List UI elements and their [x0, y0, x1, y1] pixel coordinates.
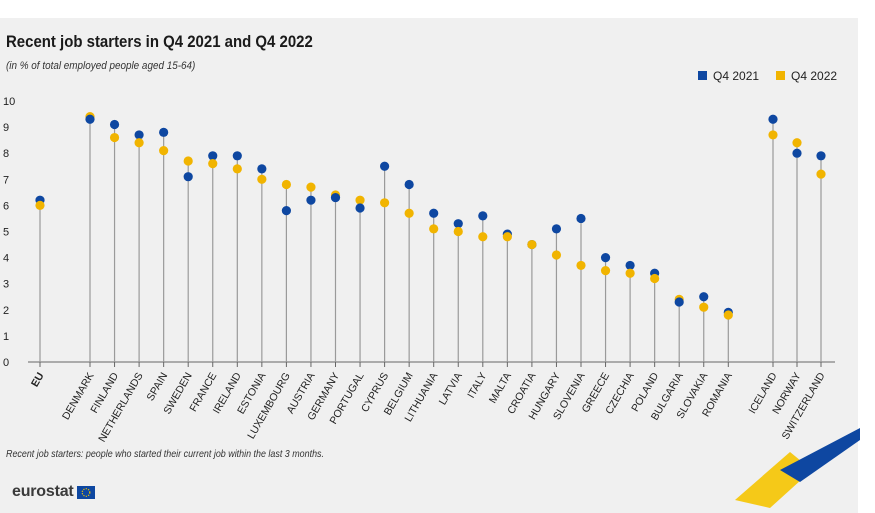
point-q2021: [232, 151, 242, 161]
legend-label-q2022: Q4 2022: [791, 69, 837, 83]
point-q2021: [576, 213, 586, 224]
point-q2021: [453, 219, 463, 229]
x-tick-label: ITALY: [465, 371, 489, 401]
point-q2021: [792, 148, 802, 158]
chart-subtitle: (in % of total employed people aged 15-6…: [6, 60, 196, 72]
legend-swatch-q2022: [776, 71, 785, 80]
point-q2022: [650, 273, 660, 284]
point-q2021: [478, 211, 488, 221]
y-tick-label: 3: [3, 279, 9, 291]
point-q2022: [232, 164, 242, 174]
point-q2022: [478, 232, 488, 242]
y-tick-label: 0: [3, 357, 9, 369]
point-q2022: [699, 302, 709, 312]
point-q2022: [355, 195, 365, 205]
point-q2021: [600, 253, 611, 263]
chart-title: Recent job starters in Q4 2021 and Q4 20…: [6, 32, 313, 51]
point-q2022: [257, 174, 267, 184]
footnote: Recent job starters: people who started …: [6, 448, 324, 460]
point-q2022: [35, 200, 45, 210]
point-q2021: [625, 260, 635, 271]
y-tick-label: 9: [3, 122, 9, 134]
x-tick-label: DENMARK: [60, 371, 97, 422]
point-q2022: [600, 266, 611, 276]
point-q2021: [109, 119, 120, 130]
legend: Q4 2021 Q4 2022: [698, 69, 837, 83]
x-tick-label: SPAIN: [144, 371, 170, 404]
lollipop-stems: [39, 116, 822, 362]
corner-decoration: [735, 428, 860, 508]
chart-panel: [0, 18, 858, 513]
point-q2021: [306, 195, 316, 205]
point-q2022: [723, 310, 733, 320]
point-q2022: [404, 208, 414, 218]
eu-flag-icon: [76, 485, 95, 499]
y-tick-label: 10: [3, 96, 15, 108]
point-q2022: [380, 198, 390, 208]
point-q2021: [551, 224, 562, 234]
x-axis: EU DENMARKFINLANDNETHERLANDSSPAINSWEDENFR…: [28, 361, 835, 444]
logo-text: eurostat: [12, 483, 74, 500]
point-q2022: [576, 260, 586, 271]
point-q2022: [792, 138, 802, 148]
legend-label-q2021: Q4 2021: [713, 69, 759, 83]
y-tick-label: 1: [3, 331, 9, 343]
point-q2022: [306, 182, 316, 192]
y-tick-label: 8: [3, 148, 9, 160]
point-q2021: [674, 297, 684, 307]
y-tick-label: 6: [3, 200, 9, 212]
point-q2021: [257, 164, 267, 174]
point-q2022: [429, 224, 439, 234]
point-q2022: [134, 138, 144, 148]
point-q2021: [159, 127, 169, 137]
point-q2021: [404, 179, 414, 190]
point-q2021: [85, 114, 95, 124]
point-q2022: [502, 232, 512, 242]
y-tick-label: 2: [3, 305, 9, 317]
x-tick-label: LATVIA: [437, 371, 465, 408]
point-q2021: [816, 151, 826, 161]
point-q2021: [768, 114, 778, 124]
y-tick-label: 5: [3, 227, 9, 239]
point-q2022: [281, 179, 291, 190]
y-tick-label: 4: [3, 253, 9, 265]
point-q2021: [355, 203, 365, 213]
point-q2021: [699, 292, 709, 302]
x-tick-label: EU: [29, 371, 47, 390]
y-tick-label: 7: [3, 174, 9, 186]
point-q2021: [429, 208, 439, 218]
point-q2022: [159, 145, 169, 156]
point-q2022: [183, 156, 193, 166]
data-points: [35, 112, 826, 320]
point-q2021: [134, 130, 144, 140]
legend-swatch-q2021: [698, 71, 707, 80]
point-q2022: [208, 159, 218, 169]
point-q2021: [330, 192, 341, 203]
eurostat-logo: eurostat: [12, 482, 95, 502]
point-q2022: [551, 250, 562, 260]
point-q2021: [183, 172, 193, 182]
point-q2022: [453, 226, 463, 237]
point-q2022: [816, 169, 826, 179]
point-q2021: [380, 161, 390, 171]
point-q2022: [768, 130, 778, 140]
point-q2022: [527, 239, 537, 250]
point-q2022: [109, 132, 120, 143]
point-q2021: [208, 151, 218, 161]
y-axis: 0 1 2 3 4 5 6 7 8 9 10: [3, 96, 15, 369]
point-q2021: [281, 206, 291, 216]
point-q2022: [625, 268, 635, 278]
